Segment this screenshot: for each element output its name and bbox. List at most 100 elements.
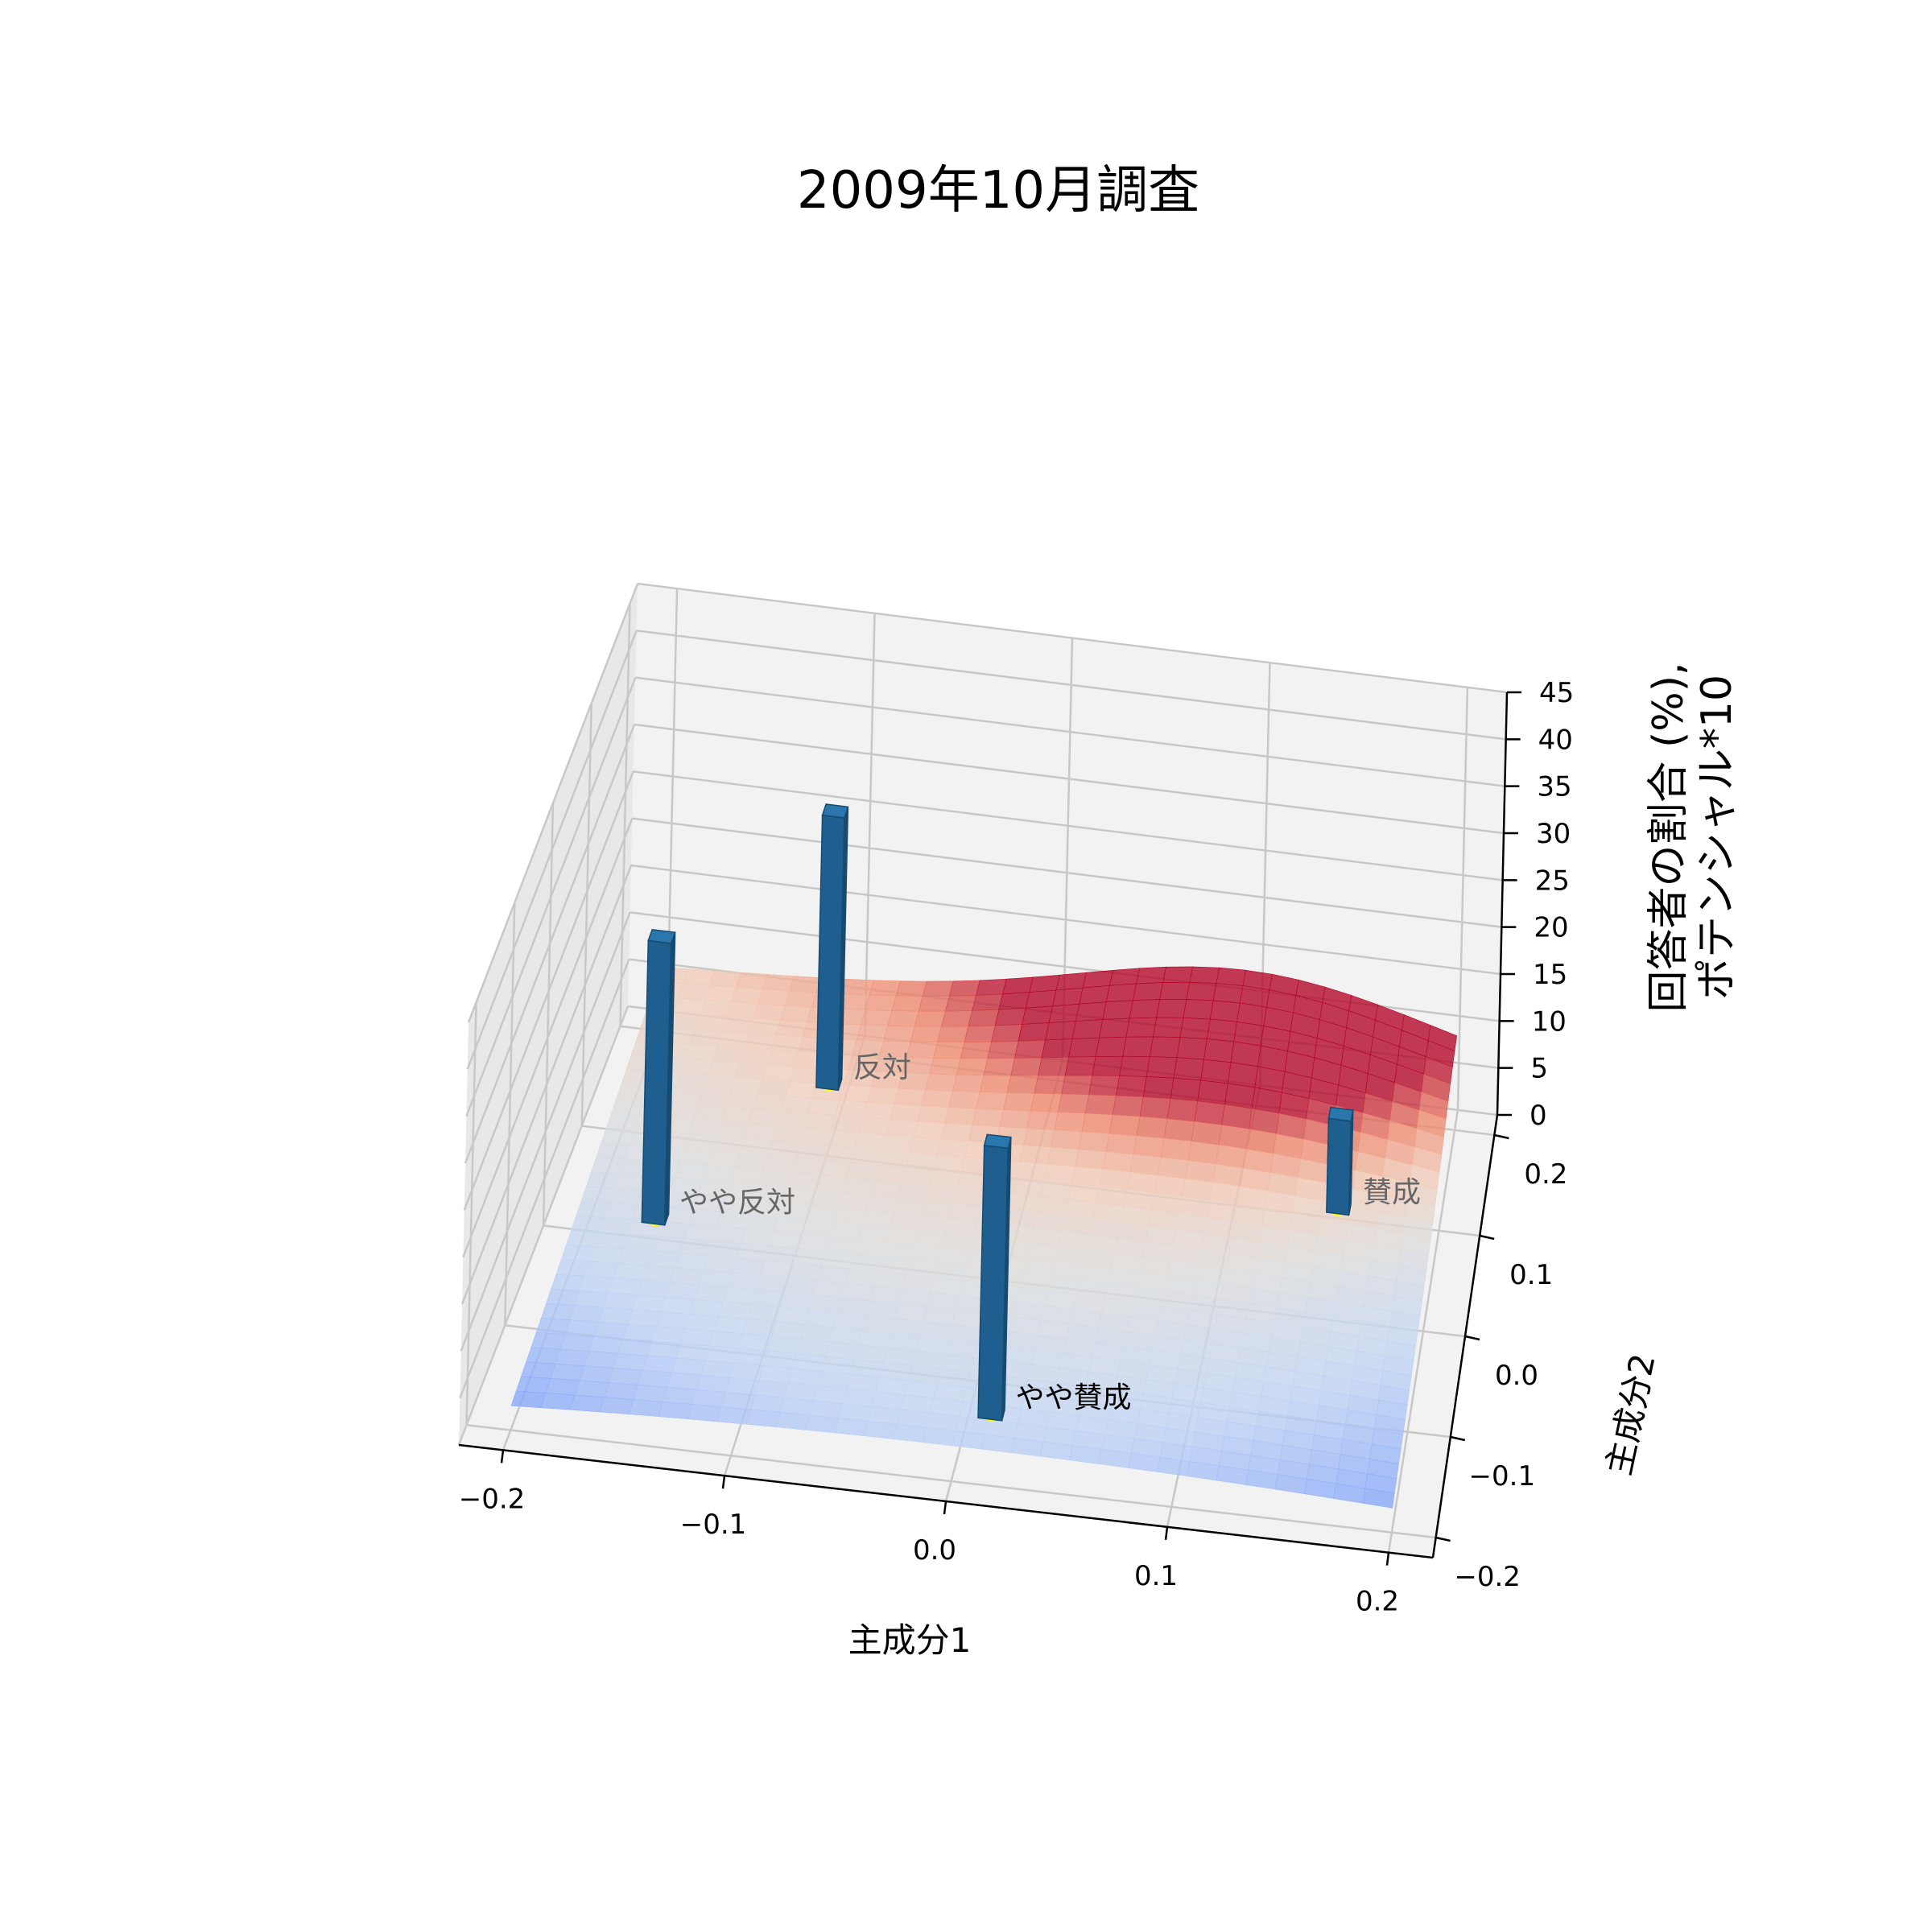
surface-cell (994, 1007, 1026, 1026)
surface-cell (599, 1397, 634, 1415)
surface-cell (748, 1108, 782, 1126)
surface-cell (515, 1376, 551, 1393)
surface-cell (746, 1304, 781, 1323)
surface-cell (796, 1233, 830, 1252)
surface-cell (861, 1209, 894, 1228)
surface-cell (731, 1257, 766, 1276)
surface-cell (667, 1372, 701, 1390)
surface-cell (599, 1217, 634, 1235)
surface-cell (775, 1412, 810, 1430)
surface-cell (933, 1154, 965, 1174)
surface-cell (1200, 1059, 1232, 1084)
surface-cell (758, 1365, 793, 1384)
surface-cell (854, 1132, 887, 1150)
surface-cell (574, 1290, 609, 1308)
surface-cell (725, 1377, 760, 1396)
surface-cell (803, 1113, 836, 1131)
surface-cell (956, 1058, 989, 1076)
surface-cell (596, 1142, 630, 1160)
surface-cell (893, 1423, 927, 1443)
surface-cell (535, 1317, 571, 1335)
surface-cell (1075, 1001, 1107, 1022)
grid-line-z (460, 911, 631, 1352)
surface-cell (1025, 989, 1057, 1009)
surface-cell (1173, 1057, 1204, 1081)
grid-line-x (864, 613, 876, 1036)
y-tick (1435, 1536, 1451, 1542)
surface-cell (760, 1260, 794, 1278)
surface-cell (1142, 1076, 1174, 1100)
surface-cell (909, 1136, 942, 1155)
surface-cell (922, 1427, 956, 1447)
surface-cell (936, 1138, 969, 1158)
surface-cell (771, 1125, 804, 1144)
surface-cell (1092, 1055, 1124, 1076)
surface-cell (1189, 966, 1220, 984)
x-tick (721, 1476, 726, 1489)
surface-cell (687, 1404, 722, 1422)
surface-cell (837, 1191, 870, 1211)
surface-cell (918, 995, 950, 1012)
surface-cell (709, 1331, 744, 1349)
surface-cell (725, 1092, 758, 1109)
surface-cell (886, 1119, 919, 1137)
surface-cell (594, 1232, 629, 1249)
surface-cell (1023, 1128, 1055, 1148)
surface-cell (753, 1093, 786, 1112)
y-tick-label: 0.2 (1524, 1158, 1567, 1191)
surface-cell (707, 1150, 741, 1168)
surface-cell (730, 1076, 763, 1095)
surface-cell (881, 1134, 914, 1153)
point-label: 賛成 (1363, 1176, 1421, 1209)
surface-cell (716, 1406, 751, 1425)
surface-cell (789, 976, 821, 993)
surface-cell (762, 1063, 795, 1082)
surface-cell (921, 1089, 953, 1108)
grid-line-z (466, 630, 638, 1070)
surface-cell (736, 972, 768, 989)
surface-cell (1170, 1077, 1201, 1102)
surface-cell (700, 999, 733, 1018)
surface-cell (683, 1133, 717, 1151)
surface-cell (700, 1360, 735, 1378)
surface-cell (613, 1352, 648, 1371)
surface-cell (690, 1029, 723, 1046)
surface-cell (814, 1174, 847, 1193)
surface-cell (1040, 1180, 1072, 1200)
surface-cell (1046, 1146, 1080, 1167)
surface-cell (569, 1305, 605, 1323)
surface-cell (742, 1319, 777, 1337)
surface-cell (1133, 1135, 1165, 1158)
point-label: やや反対 (679, 1186, 795, 1219)
surface-cell (672, 997, 706, 1015)
surface-cell (775, 1110, 809, 1129)
surface-cell (698, 1089, 731, 1108)
surface-cell (1156, 999, 1187, 1018)
surface-cell (952, 1074, 985, 1092)
y-tick-label: −0.1 (1469, 1460, 1536, 1492)
surface-cell (707, 1060, 741, 1078)
surface-cell (767, 1335, 801, 1354)
surface-cell (696, 1374, 731, 1393)
surface-cell (1166, 1098, 1199, 1122)
surface-cell (1010, 1057, 1042, 1076)
bar (641, 928, 676, 1226)
surface-cell (1108, 968, 1140, 986)
surface-cell (1071, 1166, 1104, 1187)
grid-line-z (457, 1005, 630, 1446)
surface-cell (1002, 976, 1034, 995)
surface-cell (937, 1026, 969, 1043)
grid-line-z (636, 630, 1506, 741)
surface-cell (1122, 1036, 1154, 1057)
surface-cell (1018, 1022, 1050, 1042)
surface-cell (591, 1157, 625, 1174)
surface-cell (953, 1187, 985, 1207)
surface-cell (807, 1097, 840, 1116)
surface-cell (683, 968, 715, 986)
surface-cell (726, 1001, 759, 1019)
surface-cell (758, 989, 791, 1006)
grid-line-z (463, 770, 634, 1211)
surface-cell (801, 1219, 835, 1237)
surface-cell (873, 1164, 906, 1183)
surface-cell (1186, 981, 1217, 1001)
